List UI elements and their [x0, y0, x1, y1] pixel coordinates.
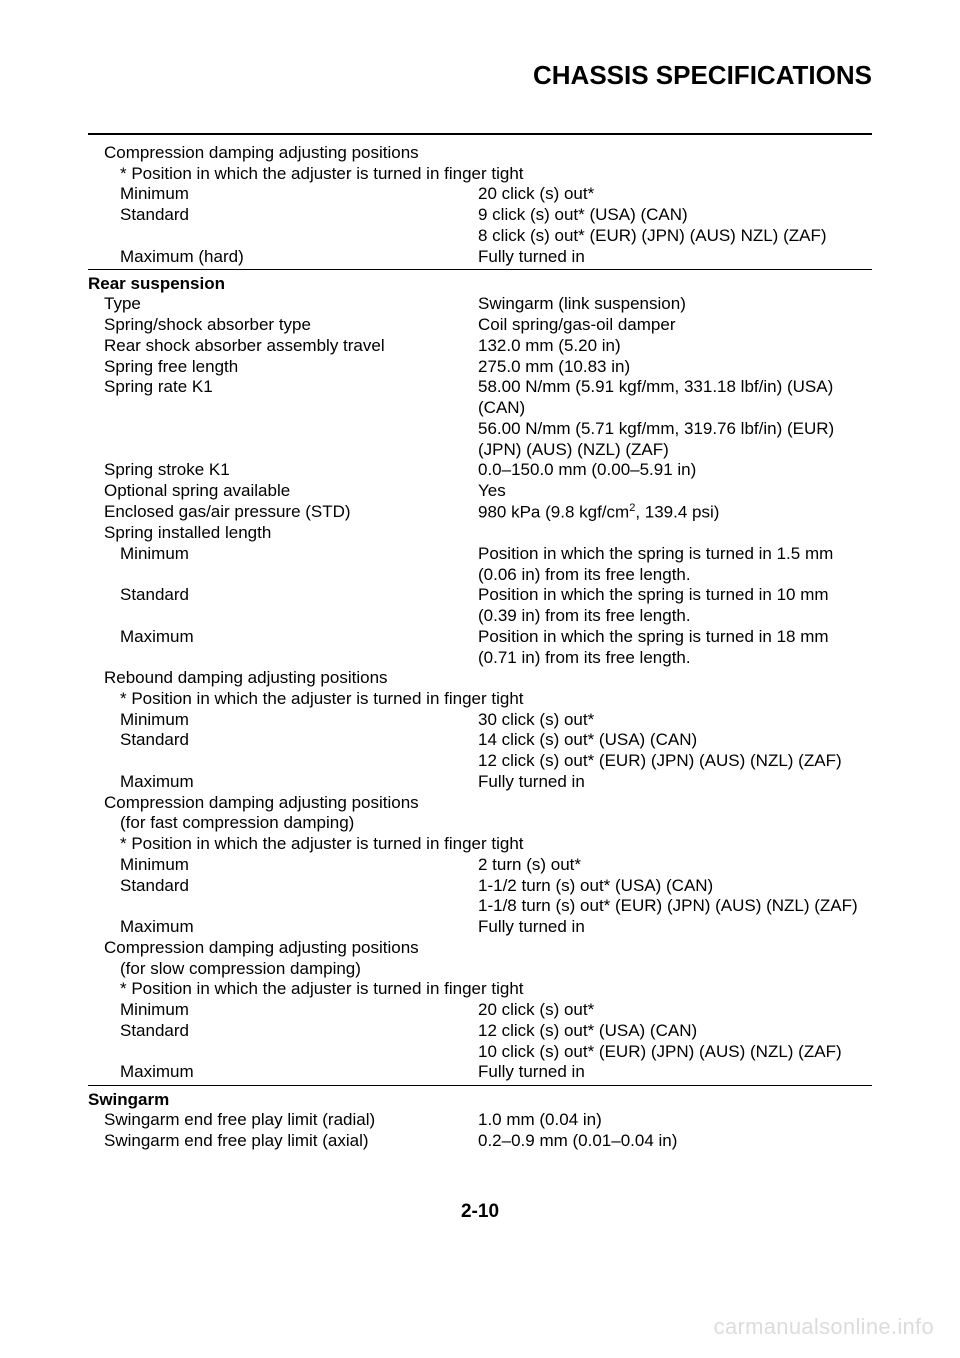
- spec-value: 58.00 N/mm (5.91 kgf/mm, 331.18 lbf/in) …: [478, 377, 872, 418]
- spec-label: Swingarm end free play limit (radial): [88, 1110, 478, 1131]
- spec-label: Standard: [88, 205, 478, 226]
- spec-label: Spring installed length: [88, 523, 478, 544]
- page-content: CHASSIS SPECIFICATIONS Compression dampi…: [0, 0, 960, 1223]
- spec-label: Minimum: [88, 710, 478, 731]
- spec-label: Minimum: [88, 1000, 478, 1021]
- spec-value: 12 click (s) out* (USA) (CAN): [478, 1021, 872, 1042]
- spec-value: 20 click (s) out*: [478, 1000, 872, 1021]
- spec-label: Standard: [88, 876, 478, 897]
- spec-label: Standard: [88, 730, 478, 751]
- spec-label: Maximum: [88, 917, 478, 938]
- spec-note: * Position in which the adjuster is turn…: [88, 164, 524, 185]
- spec-value: 2 turn (s) out*: [478, 855, 872, 876]
- spec-label: Standard: [88, 585, 478, 626]
- spec-label: Maximum: [88, 1062, 478, 1083]
- spec-label: Compression damping adjusting positions: [88, 143, 478, 164]
- spec-label: Spring/shock absorber type: [88, 315, 478, 336]
- spec-value: 1-1/2 turn (s) out* (USA) (CAN): [478, 876, 872, 897]
- divider: [88, 133, 872, 135]
- spec-value: Fully turned in: [478, 917, 872, 938]
- spec-value: 20 click (s) out*: [478, 184, 872, 205]
- spec-value: 0.0–150.0 mm (0.00–5.91 in): [478, 460, 872, 481]
- spec-label: Swingarm end free play limit (axial): [88, 1131, 478, 1152]
- spec-label: Spring rate K1: [88, 377, 478, 418]
- spec-value: 12 click (s) out* (EUR) (JPN) (AUS) (NZL…: [478, 751, 872, 772]
- spec-value: 132.0 mm (5.20 in): [478, 336, 872, 357]
- page-title: CHASSIS SPECIFICATIONS: [88, 60, 872, 91]
- spec-label: Minimum: [88, 855, 478, 876]
- spec-note: * Position in which the adjuster is turn…: [88, 979, 524, 1000]
- spec-value: Swingarm (link suspension): [478, 294, 872, 315]
- spec-label: Spring free length: [88, 357, 478, 378]
- spec-label: Maximum: [88, 772, 478, 793]
- spec-label: Standard: [88, 1021, 478, 1042]
- spec-value: Fully turned in: [478, 772, 872, 793]
- spec-label: Spring stroke K1: [88, 460, 478, 481]
- watermark: carmanualsonline.info: [714, 1314, 934, 1340]
- page-number: 2-10: [88, 1201, 872, 1223]
- spec-label: Type: [88, 294, 478, 315]
- spec-label: Maximum (hard): [88, 247, 478, 268]
- spec-value: 1-1/8 turn (s) out* (EUR) (JPN) (AUS) (N…: [478, 896, 872, 917]
- spec-value: 10 click (s) out* (EUR) (JPN) (AUS) (NZL…: [478, 1042, 872, 1063]
- spec-label: Compression damping adjusting positions: [88, 938, 478, 959]
- spec-label: Enclosed gas/air pressure (STD): [88, 502, 478, 523]
- spec-value: Fully turned in: [478, 1062, 872, 1083]
- spec-sublabel: (for slow compression damping): [88, 959, 478, 980]
- spec-value: 0.2–0.9 mm (0.01–0.04 in): [478, 1131, 872, 1152]
- spec-value: Yes: [478, 481, 872, 502]
- spec-value: Coil spring/gas-oil damper: [478, 315, 872, 336]
- spec-value: 56.00 N/mm (5.71 kgf/mm, 319.76 lbf/in) …: [478, 419, 872, 460]
- spec-note: * Position in which the adjuster is turn…: [88, 689, 524, 710]
- spec-label: Optional spring available: [88, 481, 478, 502]
- spec-value: 980 kPa (9.8 kgf/cm2, 139.4 psi): [478, 502, 872, 523]
- spec-value: Position in which the spring is turned i…: [478, 544, 872, 585]
- spec-value: 275.0 mm (10.83 in): [478, 357, 872, 378]
- spec-value: 8 click (s) out* (EUR) (JPN) (AUS) NZL) …: [478, 226, 872, 247]
- spec-label: Minimum: [88, 184, 478, 205]
- spec-label: Maximum: [88, 627, 478, 668]
- spec-label: Rear shock absorber assembly travel: [88, 336, 478, 357]
- divider: [88, 1085, 872, 1086]
- spec-value: Fully turned in: [478, 247, 872, 268]
- section-header: Swingarm: [88, 1088, 872, 1110]
- spec-value: 1.0 mm (0.04 in): [478, 1110, 872, 1131]
- spec-value: Position in which the spring is turned i…: [478, 585, 872, 626]
- spec-sublabel: (for fast compression damping): [88, 813, 478, 834]
- divider: [88, 269, 872, 270]
- spec-note: * Position in which the adjuster is turn…: [88, 834, 524, 855]
- spec-value: 14 click (s) out* (USA) (CAN): [478, 730, 872, 751]
- section-header: Rear suspension: [88, 272, 872, 294]
- spec-label: Compression damping adjusting positions: [88, 793, 478, 814]
- spec-value: 30 click (s) out*: [478, 710, 872, 731]
- spec-label: Minimum: [88, 544, 478, 585]
- spec-label: Rebound damping adjusting positions: [88, 668, 478, 689]
- spec-value: Position in which the spring is turned i…: [478, 627, 872, 668]
- spec-value: 9 click (s) out* (USA) (CAN): [478, 205, 872, 226]
